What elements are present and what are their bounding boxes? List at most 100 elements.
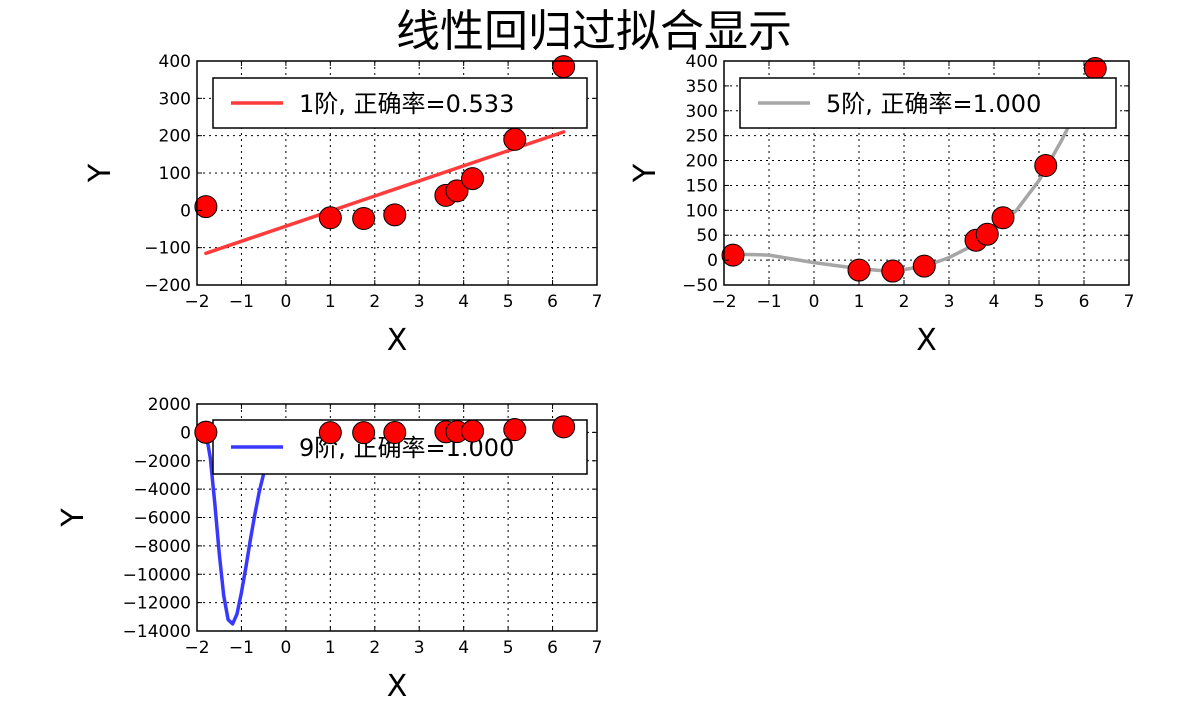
data-point [461, 419, 485, 443]
x-tick-label: 3 [414, 638, 425, 658]
x-tick-label: −1 [756, 292, 781, 312]
x-tick-label: 2 [369, 638, 380, 658]
series-line [204, 130, 566, 256]
data-point [991, 206, 1015, 230]
legend-label: 1阶, 正确率=0.533 [299, 90, 514, 118]
y-tick-label: −6000 [133, 509, 191, 529]
data-point [847, 258, 871, 282]
data-point [194, 420, 218, 444]
x-tick-label: 6 [547, 292, 558, 312]
y-tick-label: −50 [682, 276, 718, 296]
x-tick-label: −2 [711, 292, 736, 312]
x-tick-label: 1 [325, 292, 336, 312]
x-tick-label: 5 [503, 638, 514, 658]
x-tick-label: 0 [280, 292, 291, 312]
x-tick-label: 1 [854, 292, 865, 312]
legend: 1阶, 正确率=0.533 [212, 77, 588, 129]
x-tick-label: −2 [184, 638, 209, 658]
x-tick-label: 6 [1079, 292, 1090, 312]
data-point [461, 167, 485, 191]
y-tick-label: 100 [686, 201, 718, 221]
x-tick-label: 4 [458, 292, 469, 312]
ticks: −2 −1 0 1 2 3 4 5 6 7 −50 0 50 100 150 200 250 300 350 400 [682, 52, 1134, 312]
data-point [1034, 154, 1058, 178]
y-tick-label: 250 [686, 127, 718, 147]
y-tick-label: 150 [686, 176, 718, 196]
x-tick-label: 4 [989, 292, 1000, 312]
y-tick-label: −100 [144, 239, 191, 259]
y-axis-label: Y [628, 163, 663, 183]
axes-frame [723, 60, 1130, 286]
x-tick-label: 7 [592, 292, 603, 312]
data-point [352, 421, 376, 445]
data-point [503, 418, 527, 442]
ticks: −2 −1 0 1 2 3 4 5 6 7 −14000 −12000 −10000 −8000 −6000… [123, 395, 603, 658]
y-tick-label: −12000 [123, 594, 191, 614]
y-tick-label: 400 [686, 52, 718, 72]
x-tick-label: 3 [944, 292, 955, 312]
y-tick-label: −200 [144, 276, 191, 296]
y-tick-label: 2000 [148, 395, 191, 415]
x-tick-label: 7 [1124, 292, 1135, 312]
data-point [975, 222, 999, 246]
legend: 9阶, 正确率=1.000 [212, 419, 588, 475]
y-tick-label: 200 [686, 152, 718, 172]
x-tick-label: 2 [369, 292, 380, 312]
y-tick-label: 50 [696, 226, 718, 246]
data-point [552, 55, 576, 79]
subplot-3: −2 −1 0 1 2 3 4 5 6 7 −14000 −12000 −10000 −8000 −6000… [56, 395, 602, 704]
x-tick-label: 5 [1034, 292, 1045, 312]
subplot-2: −2 −1 0 1 2 3 4 5 6 7 −50 0 50 100 150 200 250 300 350 400 X… [628, 52, 1134, 358]
x-tick-label: 1 [325, 638, 336, 658]
x-tick-label: 5 [503, 292, 514, 312]
x-tick-label: 3 [414, 292, 425, 312]
scatter-points [194, 55, 576, 231]
data-point [383, 421, 407, 445]
y-tick-label: −10000 [123, 565, 191, 585]
x-tick-label: 2 [899, 292, 910, 312]
subplot-1: −2 −1 0 1 2 3 4 5 6 7 −200 −100 0 100 200 300 400 X Y 1阶, 正… [83, 52, 602, 358]
y-tick-label: 0 [707, 251, 718, 271]
suptitle: 线性回归过拟合显示 [396, 6, 792, 57]
x-tick-label: 0 [809, 292, 820, 312]
x-tick-label: −2 [184, 292, 209, 312]
y-tick-label: 0 [180, 201, 191, 221]
x-tick-label: 4 [458, 638, 469, 658]
data-point [503, 127, 527, 151]
y-axis-label: Y [83, 163, 118, 183]
scatter-points [721, 56, 1107, 283]
legend: 5阶, 正确率=1.000 [739, 77, 1117, 129]
x-axis-label: X [916, 323, 937, 358]
y-tick-label: −2000 [133, 452, 191, 472]
y-tick-label: 200 [159, 127, 191, 147]
data-point [194, 195, 218, 219]
y-tick-label: 100 [159, 164, 191, 184]
y-axis-label: Y [56, 508, 91, 528]
x-tick-label: −1 [229, 638, 254, 658]
y-tick-label: 300 [686, 102, 718, 122]
scatter-points-top [194, 415, 576, 445]
data-point [383, 203, 407, 227]
x-tick-label: 0 [280, 638, 291, 658]
series-line [731, 66, 1098, 273]
y-tick-label: 350 [686, 77, 718, 97]
ticks: −2 −1 0 1 2 3 4 5 6 7 −200 −100 0 100 200 300 400 [144, 52, 602, 312]
y-tick-label: 400 [159, 52, 191, 72]
data-point [318, 206, 342, 230]
x-axis-label: X [387, 323, 408, 358]
y-tick-label: 0 [180, 423, 191, 443]
data-point [352, 207, 376, 231]
y-tick-label: −14000 [123, 622, 191, 642]
data-point [881, 259, 905, 283]
x-tick-label: 7 [592, 638, 603, 658]
y-tick-label: −8000 [133, 537, 191, 557]
y-tick-label: −4000 [133, 480, 191, 500]
legend-label: 5阶, 正确率=1.000 [826, 90, 1041, 118]
plot-area [204, 130, 566, 256]
x-tick-label: 6 [547, 638, 558, 658]
data-point [721, 243, 745, 267]
data-point [912, 254, 936, 278]
data-point [318, 421, 342, 445]
plot-area [731, 66, 1098, 273]
